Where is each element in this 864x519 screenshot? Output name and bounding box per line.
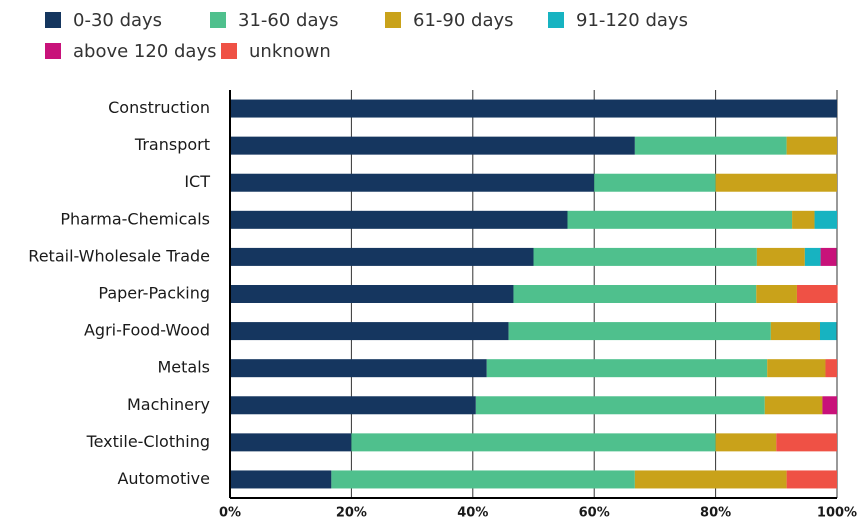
y-tick-label: Machinery (127, 395, 210, 414)
bar-segment (230, 210, 568, 229)
y-tick-label: Paper-Packing (98, 284, 210, 303)
bar-segment (331, 470, 635, 489)
x-tick-label: 20% (336, 506, 367, 519)
bar-segment (230, 99, 837, 118)
bar-segment (715, 173, 837, 192)
bar-segment (786, 136, 837, 155)
bar-segment (776, 433, 837, 452)
y-tick-label: Pharma-Chemicals (60, 209, 210, 228)
bar-segment (756, 247, 805, 266)
bar-segment (351, 433, 716, 452)
y-tick-label: Agri-Food-Wood (84, 321, 210, 340)
legend-label: 31-60 days (238, 10, 339, 31)
legend-swatch (45, 43, 61, 59)
legend-label: 91-120 days (576, 10, 688, 31)
y-tick-label: Construction (108, 98, 210, 117)
x-tick-label: 60% (579, 506, 610, 519)
y-tick-label: Metals (157, 358, 210, 377)
bar-segment (230, 322, 509, 341)
y-tick-label: Retail-Wholesale Trade (28, 246, 210, 265)
bar-segment (820, 322, 837, 341)
legend-swatch (221, 43, 237, 59)
bar-segment (770, 322, 821, 341)
bar-segment (715, 433, 777, 452)
bar-segment (230, 247, 534, 266)
bar-segment (786, 470, 837, 489)
bar-segment (814, 210, 837, 229)
bar-segment (486, 359, 768, 378)
x-tick-label: 40% (457, 506, 488, 519)
legend-swatch (548, 12, 564, 28)
legend-swatch (210, 12, 226, 28)
bar-segment (825, 359, 837, 378)
bar-segment (230, 359, 487, 378)
legend-label: 0-30 days (73, 10, 162, 31)
bar-segment (634, 470, 787, 489)
bar-segment (230, 396, 476, 415)
bar-segment (230, 433, 352, 452)
x-tick-label: 80% (700, 506, 731, 519)
legend-swatch (385, 12, 401, 28)
bar-segment (230, 136, 635, 155)
bar-segment (820, 247, 837, 266)
y-tick-label: Transport (134, 135, 210, 154)
x-tick-label: 0% (219, 506, 241, 519)
y-tick-label: Automotive (117, 469, 210, 488)
bar-segment (804, 247, 821, 266)
bar-segment (475, 396, 765, 415)
bar-segment (230, 470, 332, 489)
bar-segment (513, 285, 757, 303)
y-tick-label: Textile-Clothing (86, 432, 210, 451)
y-tick-label: ICT (184, 172, 210, 191)
bar-segment (822, 396, 837, 415)
bar-segment (756, 285, 797, 303)
legend-label: 61-90 days (413, 10, 514, 31)
bar-segment (230, 173, 595, 192)
legend-swatch (45, 12, 61, 28)
bar-segment (594, 173, 716, 192)
bar-segment (767, 359, 826, 378)
bar-segment (792, 210, 815, 229)
bar-segment (796, 285, 838, 303)
x-tick-label: 100% (817, 506, 857, 519)
bar-segment (533, 247, 757, 266)
bar-segment (634, 136, 787, 155)
bar-segment (764, 396, 823, 415)
bar-segment (230, 285, 514, 303)
legend-label: unknown (249, 41, 331, 62)
legend-label: above 120 days (73, 41, 216, 62)
bar-segment (508, 322, 771, 341)
bar-segment (567, 210, 793, 229)
